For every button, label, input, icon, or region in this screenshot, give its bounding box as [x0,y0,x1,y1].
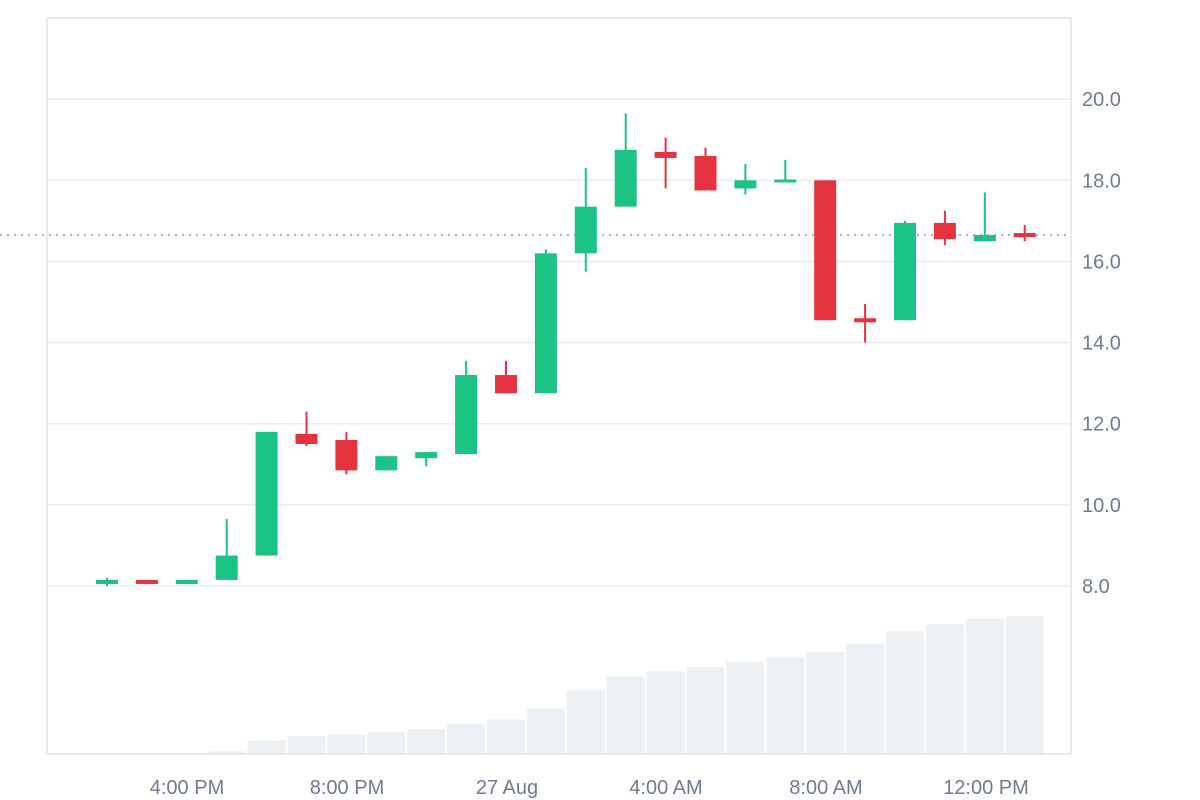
candle-down [854,304,877,343]
candle-body [295,433,318,444]
volume-bar [726,661,765,754]
candle-body [135,579,158,584]
candle-up [255,431,278,556]
candle-body [973,235,996,242]
candle-up [574,168,597,272]
volume-bar [526,708,565,754]
volume-bar [686,667,725,754]
candle-up [734,164,757,195]
y-axis: 8.0 10.0 12.0 14.0 16.0 18.0 20.0 [1082,89,1121,598]
x-tick-label: 12:00 PM [943,777,1029,799]
candle-body [814,180,837,321]
y-tick-label: 18.0 [1082,170,1121,192]
volume-bar [806,651,845,754]
candle-up [215,519,238,580]
volume-bar [487,719,525,754]
candle-down [335,431,358,475]
candle-up [455,360,478,455]
x-tick-label: 4:00 AM [629,777,702,799]
volume-bar [886,631,924,754]
candle-body [255,431,278,556]
candle-body [574,206,597,254]
volume-bar [287,736,326,754]
candle-body [534,253,557,394]
x-tick-label: 27 Aug [476,777,538,799]
volume-bar [1005,616,1044,754]
candle-body [854,318,877,323]
volume-bar [566,690,605,754]
candle-body [335,439,358,471]
candle-down [654,137,677,189]
chart-border [46,17,1072,755]
candle-body [215,555,238,580]
volume-bar [606,676,645,754]
x-tick-label: 4:00 PM [150,777,224,799]
candle-down [1013,224,1036,242]
candle-body [694,155,717,191]
volume-bar [965,618,1004,754]
grid-lines [47,98,1071,587]
candle-up [415,452,438,467]
volume-bar [367,731,406,754]
candle-body [495,375,517,394]
candle-body [933,222,956,240]
candle-down [814,180,837,321]
candle-up [894,220,916,321]
candles [96,113,1036,586]
candle-body [175,579,198,584]
candle-down [495,360,517,394]
volume-bar [447,723,486,754]
y-tick-label: 16.0 [1082,251,1121,273]
candle-up [614,113,637,207]
volume-bar [407,729,446,754]
x-tick-label: 8:00 PM [310,777,384,799]
candle-body [614,149,637,207]
candle-body [415,452,438,459]
volume-bars [207,616,1044,754]
x-tick-label: 8:00 AM [789,777,862,799]
volume-bar [846,643,885,754]
y-tick-label: 8.0 [1082,576,1110,598]
candle-body [774,179,797,183]
volume-bar [247,740,286,754]
volume-bar [766,657,805,754]
volume-bar [646,671,685,754]
candle-body [654,151,677,158]
volume-bar [925,624,964,754]
candle-body [96,579,118,584]
candle-body [894,222,916,321]
candle-body [455,375,478,455]
y-tick-label: 20.0 [1082,89,1121,111]
volume-bar [327,734,366,754]
candle-up [96,577,118,586]
candle-up [534,249,557,394]
candle-down [135,579,158,584]
candle-up [973,192,996,242]
y-tick-label: 12.0 [1082,414,1121,436]
y-tick-label: 14.0 [1082,333,1121,355]
y-tick-label: 10.0 [1082,495,1121,517]
candle-up [175,579,198,584]
candle-body [375,456,398,471]
candle-down [933,210,956,246]
candle-body [1013,233,1036,238]
candle-up [774,160,797,183]
candle-down [694,147,717,191]
candle-up [375,456,398,471]
candle-down [295,411,318,447]
candle-body [734,180,757,189]
x-axis: 4:00 PM 8:00 PM 27 Aug 4:00 AM 8:00 AM 12:00 … [150,777,1029,799]
